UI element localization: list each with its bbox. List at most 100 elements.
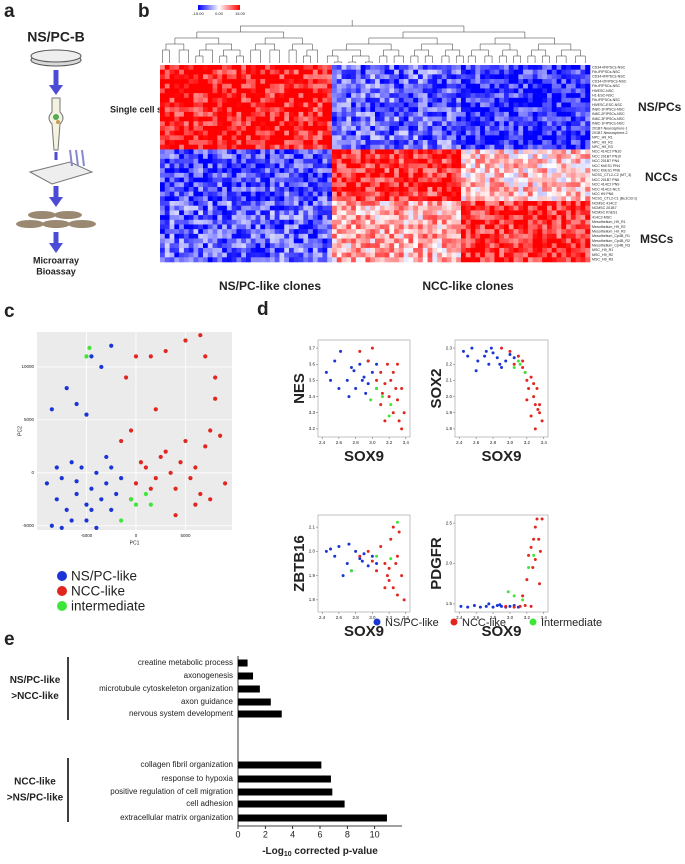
point (153, 407, 158, 412)
heatmap-cell (575, 168, 581, 174)
heatmap-cell (480, 140, 486, 146)
heatmap-cell (441, 186, 447, 192)
heatmap-cell (566, 233, 572, 239)
point (383, 419, 387, 423)
heatmap-cell (336, 247, 342, 253)
heatmap-cell (207, 154, 213, 160)
heatmap-cell (293, 140, 299, 146)
heatmap-cell (188, 154, 194, 160)
heatmap-cell (269, 83, 275, 89)
heatmap-cell (279, 135, 285, 141)
heatmap-cell (518, 135, 524, 141)
heatmap-cell (461, 116, 467, 122)
heatmap-cell (470, 130, 476, 136)
heatmap-cell (236, 121, 242, 127)
point (535, 517, 539, 521)
heatmap-cell (465, 158, 471, 164)
heatmap-cell (298, 79, 304, 85)
row-label: Mesothelium_H9_R3 (592, 229, 626, 233)
heatmap-cell (164, 111, 170, 117)
heatmap-cell (384, 111, 390, 117)
row-label: NCC KhES1 PN6 (592, 168, 620, 172)
heatmap-cell (241, 229, 247, 235)
heatmap-cell (379, 191, 385, 197)
heatmap-cell (198, 252, 204, 258)
point (324, 370, 328, 374)
point (387, 566, 391, 570)
point (104, 454, 109, 460)
heatmap-cell (174, 93, 180, 99)
heatmap-cell (327, 111, 333, 117)
row-label: Fib-iFIPSCs-NSC (592, 98, 621, 102)
heatmap-cell (241, 191, 247, 197)
heatmap-cell (174, 154, 180, 160)
heatmap-cell (580, 177, 586, 183)
heatmap-cell (389, 172, 395, 178)
heatmap-cell (327, 257, 333, 263)
heatmap-cell (188, 247, 194, 253)
heatmap-cell (437, 149, 443, 155)
heatmap-cell (317, 88, 323, 94)
row-label: NCMSC 414C2 (592, 201, 617, 205)
heatmap-cell (246, 257, 252, 263)
heatmap-cell (456, 140, 462, 146)
heatmap-cell (174, 247, 180, 253)
heatmap-cell (384, 257, 390, 263)
heatmap-cell (203, 144, 209, 150)
heatmap-cell (537, 172, 543, 178)
legend-label: intermediate (71, 599, 145, 614)
heatmap-cell (547, 83, 553, 89)
heatmap-cell (198, 121, 204, 127)
heatmap-cell (446, 125, 452, 131)
heatmap-cell (212, 196, 218, 202)
heatmap-cell (489, 257, 495, 263)
heatmap-cell (422, 111, 428, 117)
heatmap-cell (346, 116, 352, 122)
heatmap-cell (231, 111, 237, 117)
heatmap-cell (289, 65, 295, 70)
heatmap-cell (332, 224, 338, 230)
colorbar-label: 15.00 (235, 11, 246, 16)
heatmap-cell (174, 243, 180, 249)
heatmap-cell (303, 102, 309, 108)
heatmap-cell (217, 65, 223, 70)
heatmap-cell (556, 74, 562, 80)
heatmap-cell (231, 154, 237, 160)
heatmap-cell (250, 191, 256, 197)
point (512, 365, 516, 369)
heatmap-cell (422, 121, 428, 127)
heatmap-cell (370, 140, 376, 146)
point (498, 362, 502, 366)
heatmap-cell (308, 121, 314, 127)
heatmap-cell (212, 229, 218, 235)
heatmap-cell (279, 97, 285, 103)
heatmap-cell (365, 229, 371, 235)
row-label: H1-ESC-NSC (592, 93, 614, 97)
heatmap-cell (293, 158, 299, 164)
heatmap-cell (403, 144, 409, 150)
heatmap-cell (470, 158, 476, 164)
heatmap-cell (489, 196, 495, 202)
heatmap-cell (198, 83, 204, 89)
heatmap-cell (398, 116, 404, 122)
heatmap-cell (164, 79, 170, 85)
heatmap-cell (566, 196, 572, 202)
heatmap-cell (212, 125, 218, 131)
heatmap-cell (336, 219, 342, 225)
heatmap-cell (322, 186, 328, 192)
heatmap-cell (418, 168, 424, 174)
heatmap-cell (298, 172, 304, 178)
point (387, 395, 391, 399)
heatmap-cell (575, 201, 581, 207)
panel-label: e (4, 629, 15, 650)
heatmap-cell (198, 233, 204, 239)
heatmap-cell (566, 93, 572, 99)
heatmap-cell (303, 79, 309, 85)
heatmap-cell (317, 243, 323, 249)
row-label: NCC 414C2 PN10 (592, 150, 621, 154)
heatmap-cell (370, 168, 376, 174)
heatmap-cell (441, 121, 447, 127)
heatmap-cell (408, 257, 414, 263)
heatmap-cell (456, 93, 462, 99)
heatmap-cell (255, 224, 261, 230)
